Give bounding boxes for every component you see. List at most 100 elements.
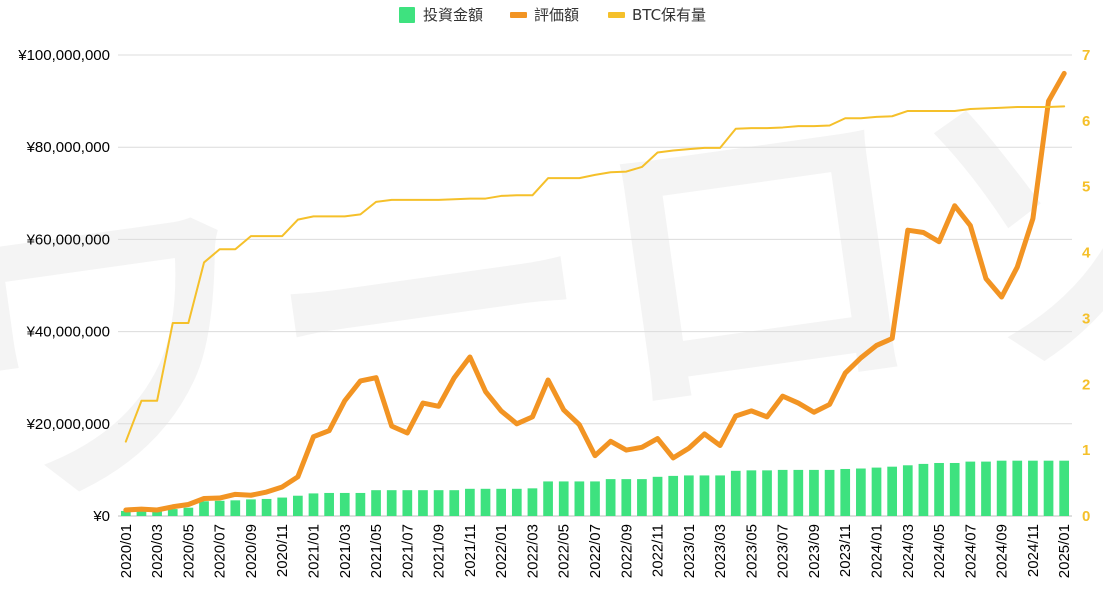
- y-axis-right: 0 1 2 3 4 5 6 7: [1082, 47, 1091, 525]
- bar-investment: [496, 488, 507, 516]
- bar-investment: [511, 488, 522, 516]
- y-left-tick-label: ¥100,000,000: [17, 47, 110, 64]
- bar-investment: [293, 495, 303, 516]
- x-tick-label: 2022/09: [618, 524, 635, 578]
- y-left-tick-label: ¥40,000,000: [26, 324, 110, 341]
- x-tick-label: 2021/05: [368, 524, 385, 578]
- legend-label: BTC保有量: [632, 6, 706, 24]
- bar-investment: [418, 490, 428, 516]
- legend-label: 投資金額: [423, 6, 483, 24]
- y-axis-left: ¥0 ¥20,000,000 ¥40,000,000 ¥60,000,000 ¥80,0…: [17, 47, 110, 525]
- bar-investment: [793, 469, 804, 516]
- bar-investment: [871, 467, 882, 516]
- legend: 投資金額 評価額 BTC保有量: [399, 6, 706, 24]
- x-tick-label: 2023/09: [806, 524, 823, 578]
- legend-swatch-valuation: [510, 12, 527, 18]
- bar-investment: [1059, 460, 1070, 516]
- bar-investment: [949, 462, 960, 516]
- bar-investment: [1043, 460, 1054, 516]
- x-tick-label: 2023/05: [743, 524, 760, 578]
- x-tick-label: 2020/01: [118, 524, 135, 578]
- x-tick-label: 2023/07: [775, 524, 792, 578]
- bar-investment: [433, 490, 444, 516]
- y-right-tick-label: 4: [1082, 245, 1091, 262]
- bar-investment: [652, 476, 663, 516]
- bar-investment: [261, 498, 272, 516]
- bar-investment: [136, 510, 147, 516]
- grid-lines: [118, 54, 1072, 517]
- bar-investment: [621, 479, 632, 516]
- bar-investment: [120, 510, 131, 516]
- x-tick-label: 2023/01: [681, 524, 698, 578]
- x-tick-label: 2021/11: [462, 524, 479, 577]
- bar-investment: [996, 460, 1007, 516]
- bar-investment: [465, 488, 475, 516]
- bar-investment: [480, 488, 491, 516]
- y-right-tick-label: 7: [1082, 47, 1090, 64]
- legend-swatch-investment: [399, 7, 415, 23]
- bar-investment: [543, 481, 553, 516]
- bar-investment: [746, 470, 757, 516]
- bar-investment: [699, 475, 710, 516]
- bar-investment: [715, 475, 725, 516]
- y-left-tick-label: ¥80,000,000: [26, 139, 110, 156]
- bar-investment: [637, 479, 647, 516]
- x-tick-label: 2020/03: [149, 524, 166, 578]
- bar-investment: [1012, 460, 1023, 516]
- x-tick-label: 2021/09: [431, 524, 448, 578]
- bar-investment: [590, 481, 600, 516]
- bar-investment: [386, 490, 397, 516]
- x-tick-label: 2024/11: [1025, 524, 1042, 577]
- bar-investment: [199, 501, 209, 516]
- bar-investment: [152, 510, 162, 516]
- x-tick-label: 2022/11: [650, 524, 667, 577]
- y-right-tick-label: 1: [1082, 442, 1090, 459]
- x-tick-label: 2021/07: [399, 524, 416, 578]
- x-tick-label: 2024/05: [931, 524, 948, 578]
- y-right-tick-label: 6: [1082, 113, 1090, 130]
- x-tick-label: 2020/11: [274, 524, 291, 577]
- legend-label: 評価額: [534, 6, 579, 24]
- bar-investment: [246, 499, 256, 516]
- y-right-tick-label: 5: [1082, 179, 1090, 196]
- x-tick-label: 2020/09: [243, 524, 260, 578]
- legend-swatch-btc: [608, 12, 625, 18]
- bar-investment: [277, 497, 288, 516]
- bar-investment: [809, 469, 819, 516]
- bar-investment: [167, 509, 178, 516]
- bar-investment: [1028, 460, 1038, 516]
- x-tick-label: 2022/01: [493, 524, 510, 578]
- x-tick-label: 2023/03: [712, 524, 729, 578]
- bar-investment: [902, 465, 913, 516]
- x-tick-label: 2022/05: [556, 524, 573, 578]
- line-btc-holdings: [124, 105, 1066, 443]
- bar-investment: [605, 479, 616, 516]
- bar-investment: [371, 490, 381, 516]
- y-right-tick-label: 0: [1082, 508, 1090, 525]
- bar-investment: [840, 468, 851, 516]
- x-tick-label: 2021/01: [305, 524, 322, 578]
- x-tick-label: 2024/09: [994, 524, 1011, 578]
- bar-investment: [574, 481, 585, 516]
- bar-investment: [558, 481, 569, 516]
- y-left-tick-label: ¥60,000,000: [26, 231, 110, 248]
- x-tick-label: 2023/11: [837, 524, 854, 577]
- x-tick-label: 2024/01: [869, 524, 886, 578]
- bar-investment: [668, 475, 679, 516]
- bar-investment: [965, 461, 976, 516]
- bar-investment: [824, 469, 835, 516]
- bar-investment: [683, 475, 694, 516]
- x-tick-label: 2022/07: [587, 524, 604, 578]
- bar-investment: [214, 500, 225, 516]
- bar-investment: [730, 470, 741, 516]
- bar-investment: [183, 507, 194, 516]
- bar-investment: [934, 462, 944, 516]
- x-tick-label: 2020/07: [212, 524, 229, 578]
- bar-investment: [355, 492, 366, 516]
- bar-investment: [856, 468, 866, 516]
- x-tick-label: 2025/01: [1056, 524, 1073, 578]
- bar-investment: [918, 463, 929, 516]
- x-tick-label: 2020/05: [180, 524, 197, 578]
- line-valuation: [123, 70, 1067, 513]
